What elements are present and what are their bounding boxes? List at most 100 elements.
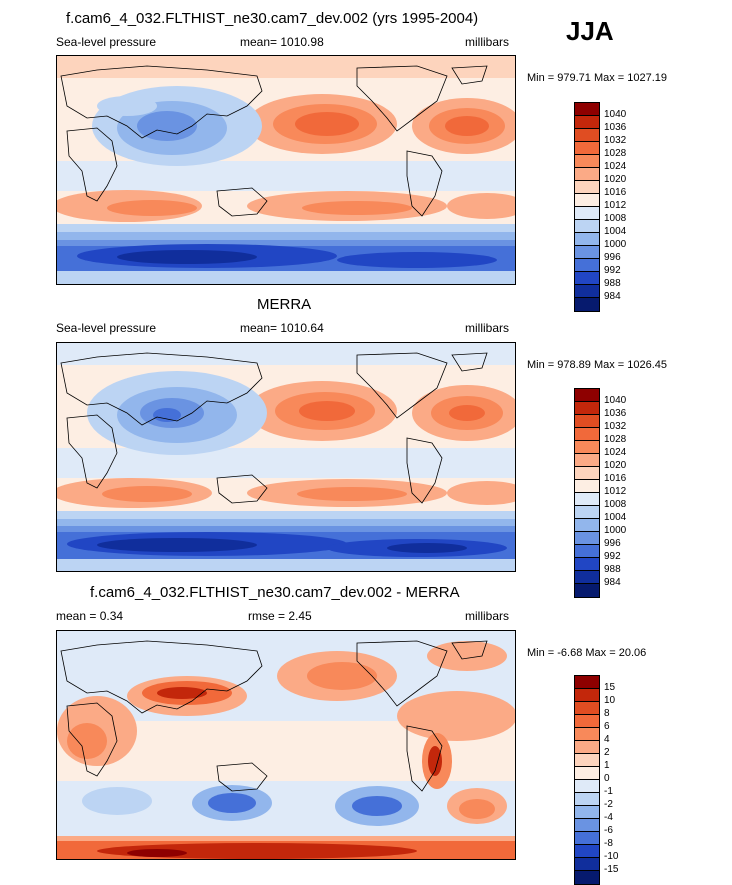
colorbar-tick-label: 1032 [604,421,627,432]
colorbar-box [575,467,599,480]
panel2-minmax: Min = 978.89 Max = 1026.45 [527,359,668,371]
colorbar-box [575,519,599,532]
colorbar-box [575,233,599,246]
colorbar-box [575,272,599,285]
colorbar-tick-label: 1040 [604,395,627,406]
panel3-colorbar [574,675,600,885]
panel1-center-label: mean= 1010.98 [240,35,324,49]
colorbar-box [575,428,599,441]
panel2-contour-field [57,343,515,571]
colorbar-tick-label: 1000 [604,525,627,536]
colorbar-tick-label: -6 [604,825,613,836]
colorbar-tick-label: 1036 [604,122,627,133]
colorbar-tick-label: 2 [604,747,610,758]
colorbar-tick-label: 4 [604,734,610,745]
colorbar-box [575,389,599,402]
colorbar-box [575,246,599,259]
colorbar-box [575,506,599,519]
panel1-left-label: Sea-level pressure [56,35,157,49]
colorbar-tick-label: 1024 [604,447,627,458]
colorbar-box [575,194,599,207]
colorbar-tick-label: 984 [604,291,621,302]
panel3-map [56,630,516,860]
colorbar-box [575,480,599,493]
colorbar-tick-label: 1020 [604,460,627,471]
colorbar-box [575,285,599,298]
colorbar-tick-label: 996 [604,252,621,263]
colorbar-box [575,584,599,597]
panel2-left-label: Sea-level pressure [56,321,157,335]
colorbar-tick-label: 1020 [604,174,627,185]
colorbar-box [575,402,599,415]
colorbar-tick-label: 1012 [604,486,627,497]
panel1-map [56,55,516,285]
colorbar-box [575,793,599,806]
colorbar-tick-label: 6 [604,721,610,732]
colorbar-tick-label: 1008 [604,499,627,510]
colorbar-tick-label: -10 [604,851,619,862]
panel1-minmax: Min = 979.71 Max = 1027.19 [527,72,668,84]
panel2-center-label: mean= 1010.64 [240,321,324,335]
colorbar-tick-label: 984 [604,577,621,588]
panel2-colorbar [574,388,600,598]
colorbar-box [575,259,599,272]
colorbar-box [575,689,599,702]
colorbar-box [575,441,599,454]
colorbar-box [575,571,599,584]
colorbar-tick-label: -1 [604,786,613,797]
colorbar-box [575,532,599,545]
colorbar-box [575,207,599,220]
season-label: JJA [566,16,614,46]
colorbar-box [575,155,599,168]
colorbar-box [575,806,599,819]
panel3-right-label: millibars [465,609,510,623]
colorbar-box [575,116,599,129]
colorbar-tick-label: -15 [604,864,619,875]
colorbar-tick-label: 1016 [604,187,627,198]
panel3-contour-field [57,631,515,859]
colorbar-tick-label: -2 [604,799,613,810]
colorbar-tick-label: 996 [604,538,621,549]
colorbar-tick-label: 1012 [604,200,627,211]
colorbar-box [575,103,599,116]
colorbar-box [575,819,599,832]
panel2-right-label: millibars [465,321,510,335]
colorbar-tick-label: 1028 [604,148,627,159]
colorbar-box [575,676,599,689]
colorbar-tick-label: 1004 [604,226,627,237]
panel3-center-label: rmse = 2.45 [248,609,312,623]
colorbar-box [575,715,599,728]
panel3-minmax: Min = -6.68 Max = 20.06 [527,647,647,659]
colorbar-box [575,220,599,233]
colorbar-box [575,493,599,506]
panel1-contour-field [57,56,515,284]
colorbar-tick-label: 8 [604,708,610,719]
panel2-title: MERRA [257,296,312,313]
panel1-title: f.cam6_4_032.FLTHIST_ne30.cam7_dev.002 (… [66,10,479,27]
colorbar-box [575,845,599,858]
colorbar-box [575,871,599,884]
colorbar-tick-label: -8 [604,838,613,849]
colorbar-tick-label: 1016 [604,473,627,484]
colorbar-tick-label: 988 [604,278,621,289]
colorbar-tick-label: 1004 [604,512,627,523]
colorbar-tick-label: 1028 [604,434,627,445]
colorbar-tick-label: 992 [604,551,621,562]
panel3-title: f.cam6_4_032.FLTHIST_ne30.cam7_dev.002 -… [90,584,460,601]
colorbar-box [575,181,599,194]
colorbar-tick-label: 1024 [604,161,627,172]
colorbar-box [575,728,599,741]
colorbar-tick-label: 992 [604,265,621,276]
colorbar-tick-label: 988 [604,564,621,575]
colorbar-tick-label: -4 [604,812,613,823]
panel2-map [56,342,516,572]
colorbar-tick-label: 1000 [604,239,627,250]
panel1-right-label: millibars [465,35,510,49]
colorbar-box [575,754,599,767]
colorbar-box [575,129,599,142]
colorbar-box [575,767,599,780]
colorbar-box [575,832,599,845]
colorbar-tick-label: 1040 [604,109,627,120]
colorbar-tick-label: 15 [604,682,616,693]
colorbar-box [575,415,599,428]
